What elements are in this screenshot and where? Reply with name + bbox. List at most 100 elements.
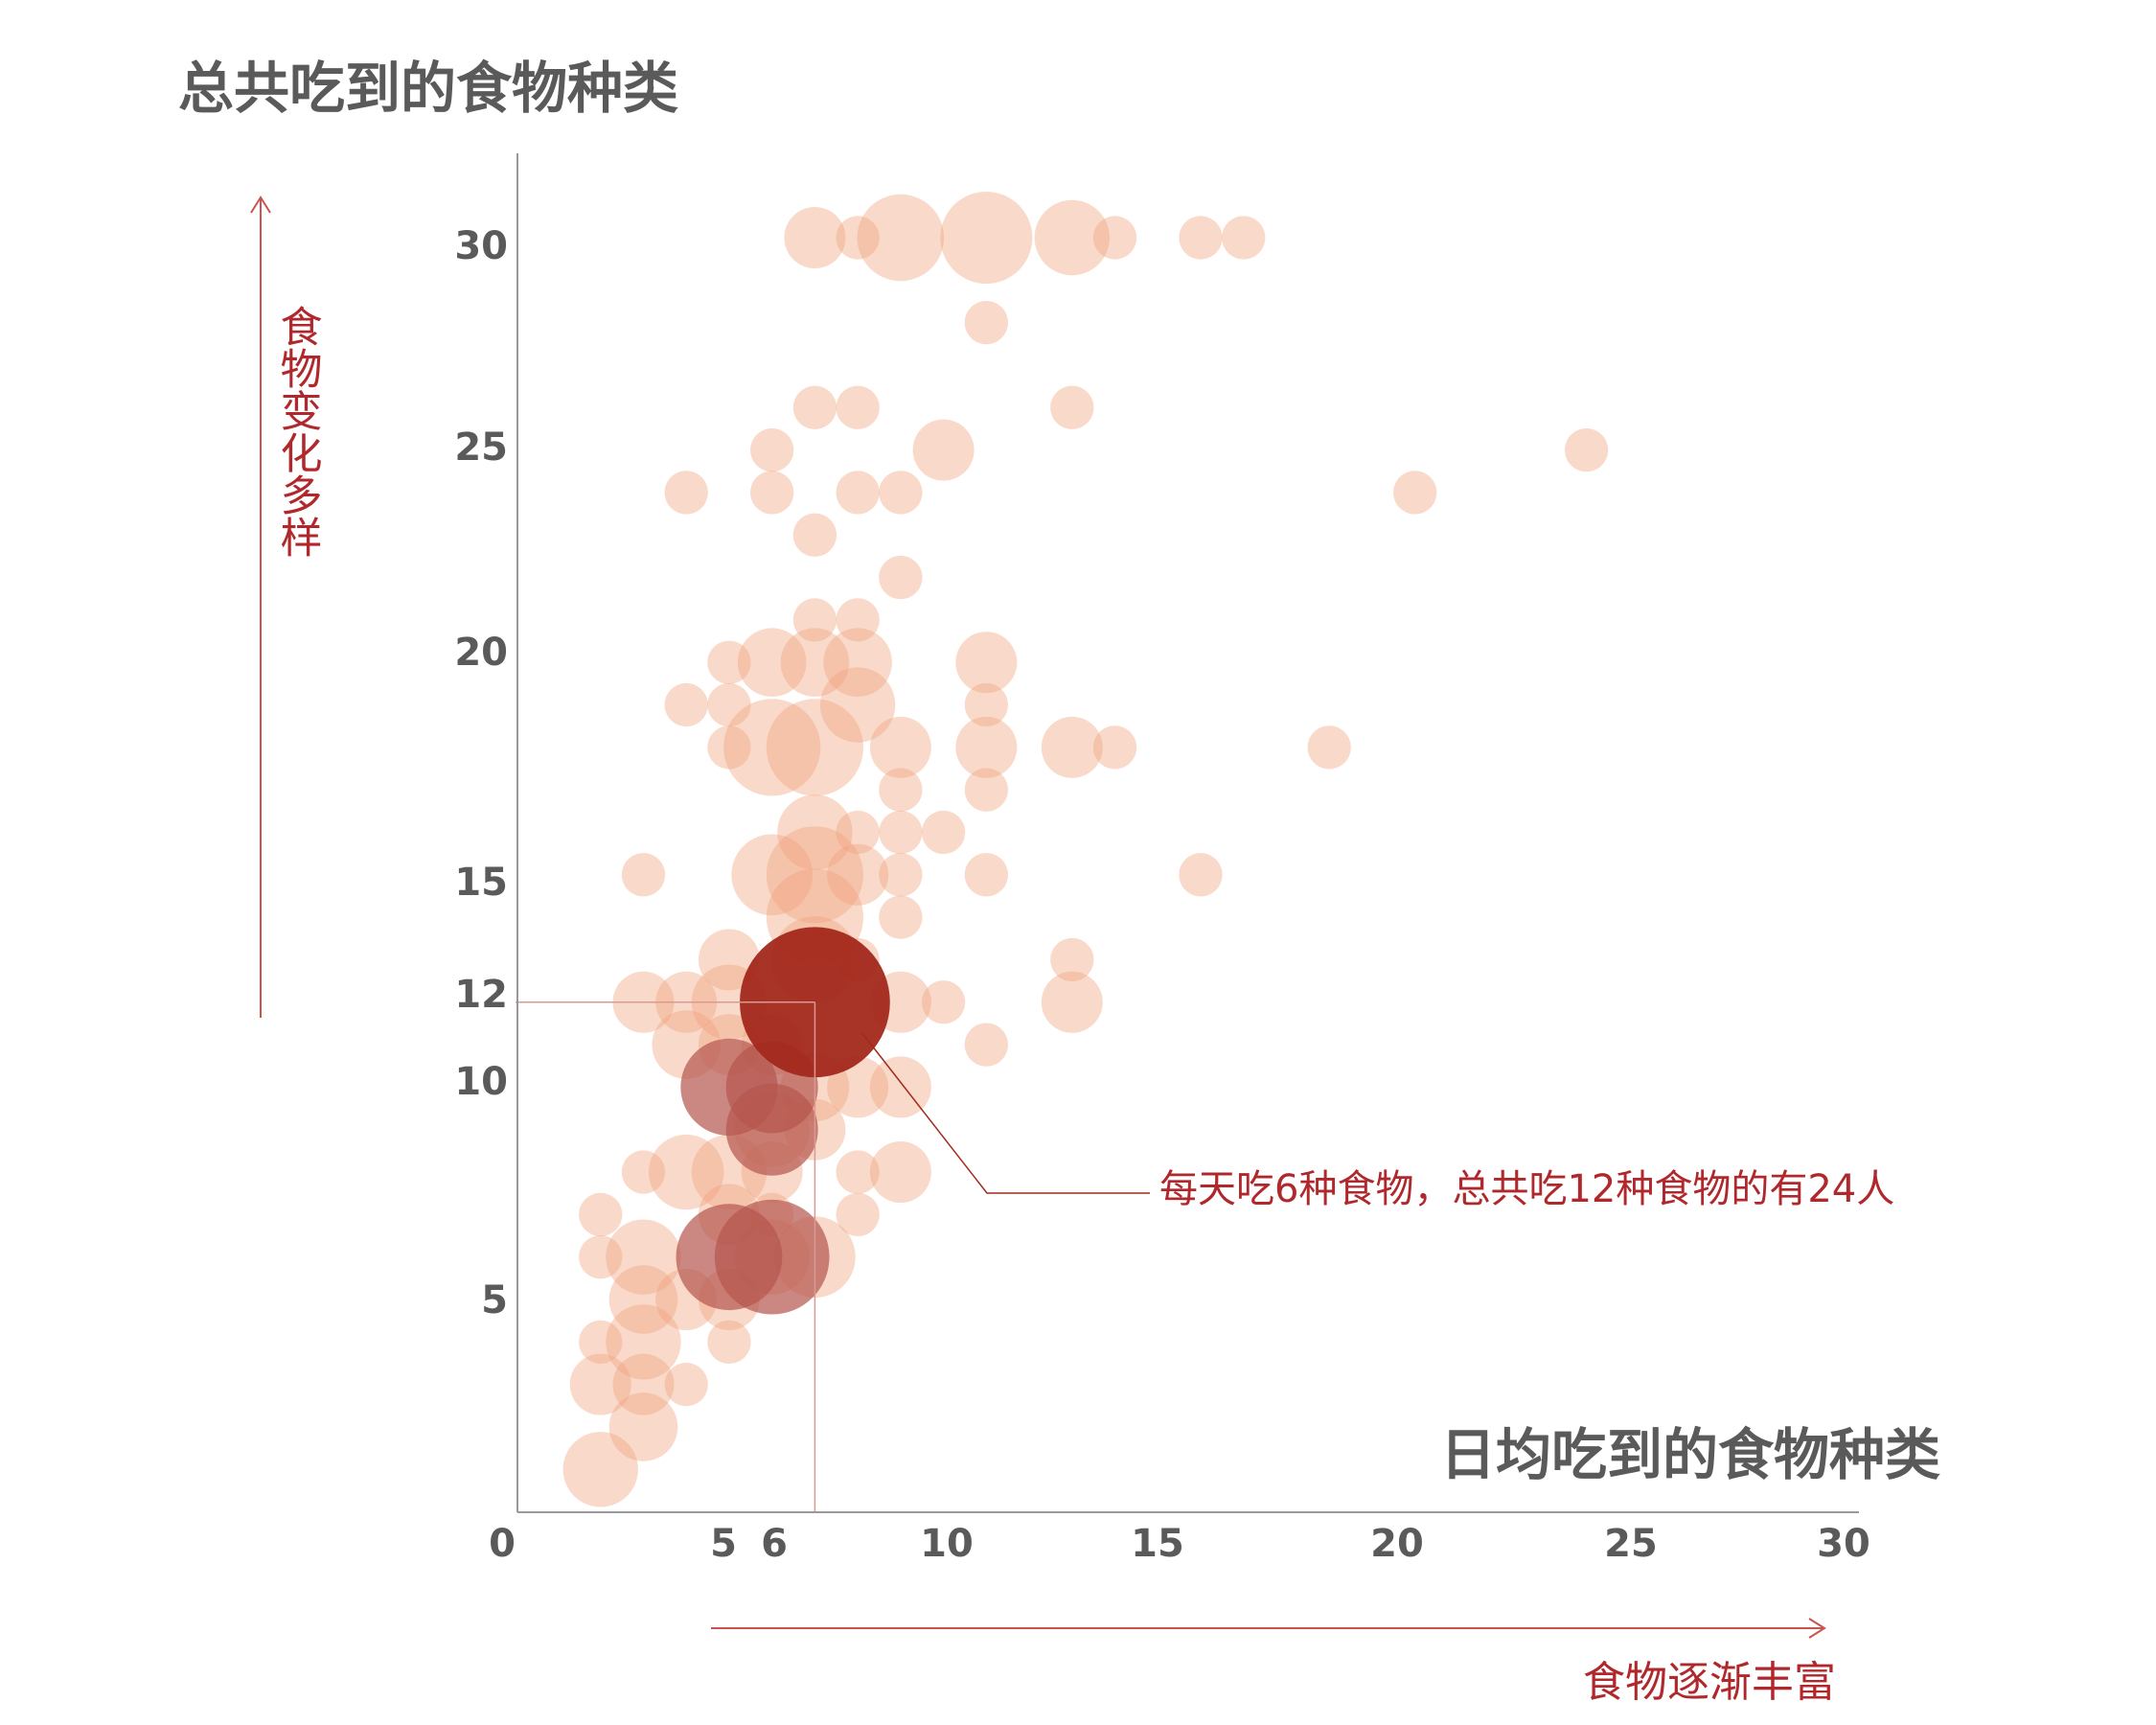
bubble — [737, 628, 807, 697]
bubble — [777, 794, 853, 870]
highlight-annotation: 每天吃6种食物，总共吃12种食物的有24人 — [1159, 1167, 1894, 1211]
x-tick-label: 6 — [761, 1522, 788, 1566]
bubble — [792, 385, 837, 429]
y-axis-title: 总共吃到的食物种类 — [178, 56, 678, 121]
bubble — [1041, 716, 1103, 778]
bubble — [879, 810, 923, 855]
x-direction-arrow — [711, 1618, 1826, 1639]
bubble — [664, 682, 708, 727]
bubble — [612, 1353, 675, 1415]
bubble — [1307, 725, 1351, 770]
bubble — [1050, 937, 1094, 982]
bubble — [857, 194, 945, 282]
bubble — [912, 419, 975, 481]
bubble — [819, 667, 896, 743]
bubble — [1092, 725, 1137, 770]
bubble — [955, 716, 1018, 778]
bubble — [608, 1392, 678, 1461]
bubble — [836, 216, 880, 260]
bubble — [579, 1235, 623, 1279]
bubble — [606, 1219, 681, 1295]
bubble — [869, 1056, 931, 1118]
bubble — [836, 598, 880, 642]
y-tick-label: 12 — [454, 973, 508, 1017]
x-axis-title: 日均吃到的食物种类 — [1440, 1422, 1940, 1487]
x-tick-label: 0 — [489, 1522, 516, 1566]
bubble — [649, 1134, 724, 1210]
bubble — [750, 427, 794, 472]
bubble — [707, 1320, 751, 1364]
bubble-layer — [562, 192, 1609, 1507]
highlight-guide-lines — [516, 1001, 1150, 1512]
y-tick-label: 5 — [481, 1278, 508, 1322]
emphasized-bubble — [725, 1083, 818, 1176]
x-direction-label: 食物逐渐丰富 — [1583, 1658, 1836, 1707]
bubble — [836, 1192, 880, 1236]
bubble — [921, 980, 966, 1024]
bubble — [1564, 427, 1609, 472]
bubble — [579, 1192, 623, 1236]
bubble — [964, 1023, 1008, 1067]
y-tick-label: 25 — [454, 426, 508, 470]
y-tick-label: 20 — [454, 631, 508, 675]
bubble — [964, 853, 1008, 897]
bubble — [707, 682, 751, 727]
y-tick-label: 10 — [454, 1060, 508, 1104]
bubble — [836, 471, 880, 515]
bubble — [827, 843, 889, 906]
x-tick-label: 25 — [1604, 1522, 1658, 1566]
bubble — [964, 301, 1008, 345]
bubble — [921, 810, 966, 855]
bubble — [955, 632, 1018, 694]
bubble — [621, 853, 666, 897]
bubble — [1041, 971, 1103, 1033]
bubble — [836, 810, 880, 855]
bubble — [750, 471, 794, 515]
bubble — [621, 1150, 666, 1194]
bubble — [964, 768, 1008, 812]
x-tick-label: 30 — [1817, 1522, 1870, 1566]
bubble — [766, 699, 863, 796]
bubble — [707, 725, 751, 770]
bubble — [1092, 216, 1137, 260]
bubble — [869, 1141, 931, 1204]
bubble — [1393, 471, 1437, 515]
x-tick-label: 15 — [1131, 1522, 1184, 1566]
x-tick-label: 20 — [1370, 1522, 1424, 1566]
emphasized-bubble — [714, 1199, 830, 1315]
bubble — [780, 628, 850, 697]
bubble — [562, 1432, 638, 1507]
bubble — [792, 513, 837, 557]
emphasized-bubble-layer — [676, 927, 890, 1315]
y-tick-label: 30 — [454, 224, 508, 268]
bubble — [1034, 199, 1110, 276]
bubble — [964, 682, 1008, 727]
bubble — [879, 895, 923, 939]
bubble — [940, 192, 1033, 284]
y-tick-label: 15 — [454, 861, 508, 905]
bubble — [836, 385, 880, 429]
bubble — [664, 471, 708, 515]
bubble — [869, 716, 931, 778]
bubble — [823, 628, 892, 697]
y-direction-label: 食物变化多样 — [273, 305, 322, 558]
y-direction-arrow — [250, 196, 271, 1018]
bubble — [1179, 216, 1223, 260]
bubble — [879, 853, 923, 897]
bubble — [792, 598, 837, 642]
bubble — [1179, 853, 1223, 897]
bubble — [731, 834, 813, 916]
bubble — [1050, 385, 1094, 429]
bubble — [606, 1304, 681, 1380]
bubble — [879, 768, 923, 812]
bubble — [698, 929, 760, 991]
bubble — [579, 1320, 623, 1364]
bubble — [723, 699, 821, 796]
bubble — [664, 1363, 708, 1407]
bubble — [879, 471, 923, 515]
annotation-leader-line — [861, 1033, 1150, 1194]
bubble — [569, 1353, 631, 1415]
x-tick-label: 5 — [710, 1522, 737, 1566]
bubble — [879, 555, 923, 600]
